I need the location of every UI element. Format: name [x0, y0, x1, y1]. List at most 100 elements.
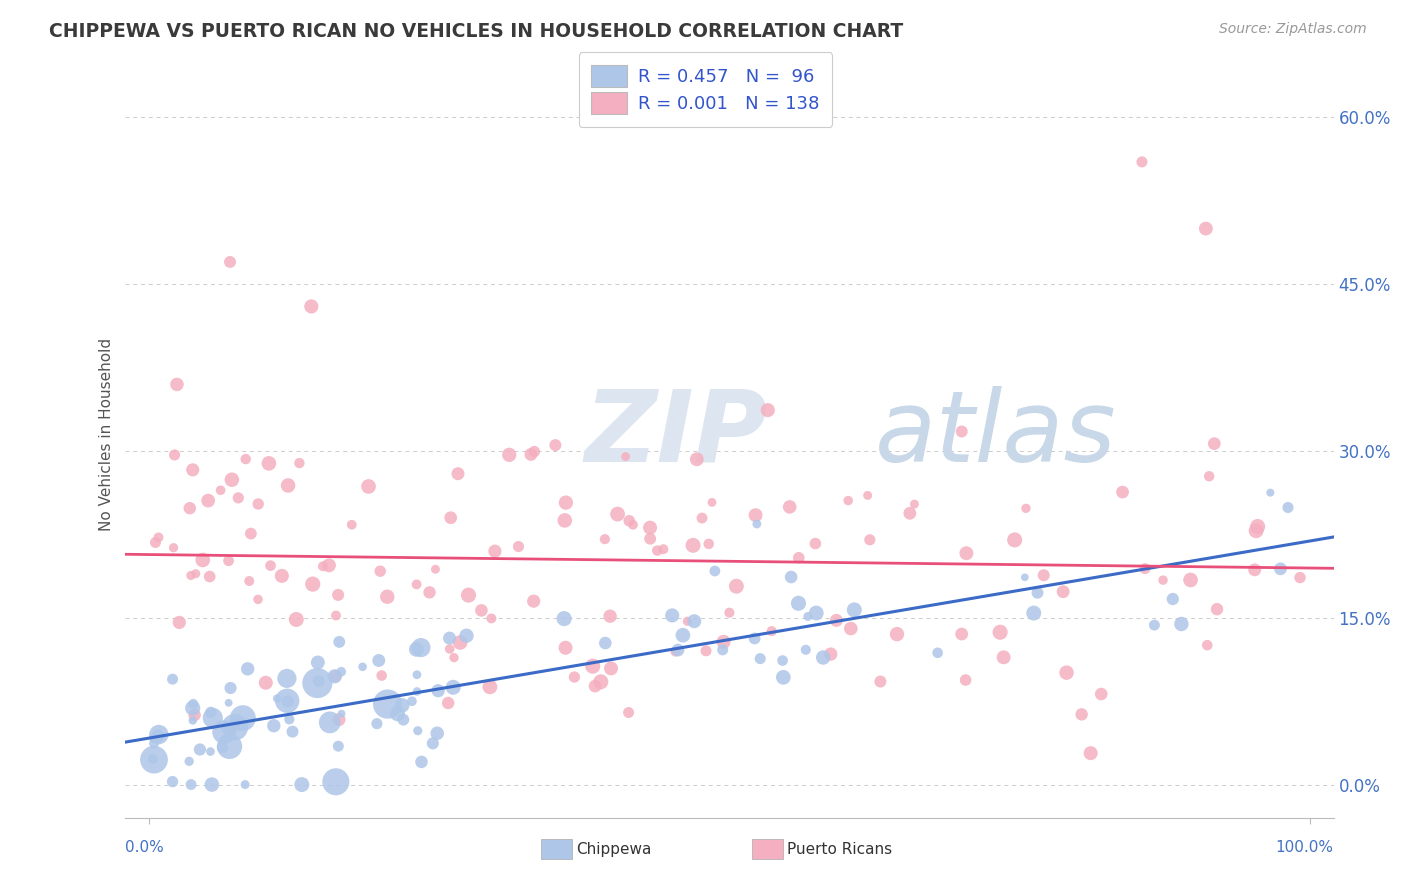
Point — [181, 697, 204, 711]
Text: ZIP: ZIP — [585, 386, 768, 483]
Point — [780, 570, 803, 584]
Point — [1289, 571, 1312, 585]
Point — [621, 517, 644, 532]
Point — [181, 463, 204, 477]
Point — [553, 612, 575, 626]
Point — [652, 542, 675, 557]
Point — [328, 739, 350, 754]
Point — [498, 448, 520, 462]
Point — [1026, 585, 1049, 599]
Point — [357, 479, 380, 493]
Point — [1056, 665, 1078, 680]
Point — [554, 640, 576, 655]
Point — [188, 742, 211, 756]
Point — [325, 774, 347, 789]
Point — [844, 603, 866, 617]
Point — [614, 450, 637, 464]
Point — [439, 631, 461, 645]
Point — [903, 497, 925, 511]
Point — [218, 554, 240, 568]
Point — [418, 585, 440, 599]
Point — [270, 569, 292, 583]
Point — [307, 676, 329, 690]
Point — [1070, 707, 1092, 722]
Point — [148, 728, 170, 742]
Point — [619, 514, 641, 528]
Point — [143, 753, 166, 767]
Point — [162, 672, 184, 686]
Point — [761, 624, 783, 639]
Point — [744, 508, 766, 523]
Point — [666, 643, 689, 657]
Point — [554, 495, 576, 509]
Point — [686, 452, 709, 467]
Point — [638, 532, 661, 546]
Point — [197, 493, 219, 508]
Point — [593, 532, 616, 546]
Point — [427, 683, 450, 698]
Point — [148, 530, 170, 544]
Point — [443, 650, 465, 665]
Point — [247, 592, 270, 607]
Point — [179, 501, 201, 516]
Point — [307, 656, 329, 670]
Point — [1198, 469, 1220, 483]
Point — [869, 674, 891, 689]
Point — [277, 478, 299, 492]
Point — [1243, 563, 1265, 577]
Text: CHIPPEWA VS PUERTO RICAN NO VEHICLES IN HOUSEHOLD CORRELATION CHART: CHIPPEWA VS PUERTO RICAN NO VEHICLES IN … — [49, 22, 904, 41]
Point — [238, 574, 260, 588]
Point — [143, 736, 166, 750]
Point — [181, 714, 204, 728]
Point — [1090, 687, 1112, 701]
Point — [744, 632, 766, 646]
Point — [484, 544, 506, 558]
Point — [950, 627, 973, 641]
Point — [1133, 561, 1156, 575]
Point — [352, 660, 374, 674]
Point — [794, 642, 817, 657]
Point — [520, 447, 543, 461]
Point — [236, 662, 259, 676]
Point — [718, 606, 741, 620]
Point — [145, 535, 167, 549]
Point — [703, 564, 725, 578]
Text: atlas: atlas — [875, 386, 1116, 483]
Point — [222, 719, 245, 733]
Point — [406, 684, 429, 698]
Point — [1180, 573, 1202, 587]
Point — [278, 712, 301, 726]
Point — [325, 608, 347, 623]
Point — [224, 720, 246, 734]
Point — [447, 467, 470, 481]
Point — [301, 577, 323, 591]
Point — [711, 643, 734, 657]
Point — [439, 642, 461, 657]
Point — [544, 438, 567, 452]
Point — [797, 609, 820, 624]
Point — [554, 513, 576, 527]
Point — [856, 488, 879, 502]
Point — [288, 456, 311, 470]
Point — [226, 491, 249, 505]
Point — [146, 729, 169, 743]
Point — [1195, 221, 1218, 235]
Point — [457, 588, 479, 602]
Point — [406, 723, 429, 738]
Point — [201, 778, 224, 792]
Point — [1170, 617, 1192, 632]
Point — [276, 694, 298, 708]
Point — [392, 713, 415, 727]
Point — [200, 745, 222, 759]
Point — [756, 403, 779, 417]
Point — [184, 566, 207, 581]
Point — [218, 739, 240, 754]
Point — [285, 612, 308, 626]
Point — [1143, 618, 1166, 632]
Point — [426, 726, 449, 740]
Point — [1152, 573, 1174, 587]
Point — [401, 694, 423, 708]
Point — [617, 706, 640, 720]
Point — [839, 622, 862, 636]
Point — [277, 694, 299, 708]
